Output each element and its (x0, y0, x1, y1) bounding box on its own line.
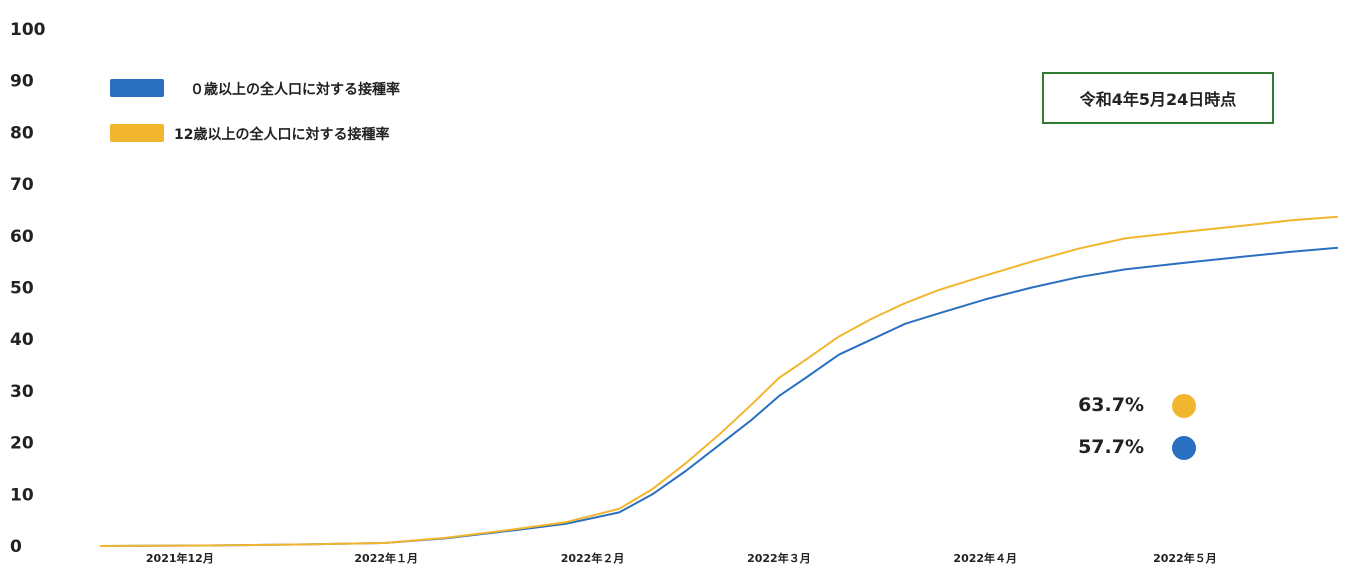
x-tick-label: 2022年１月 (354, 551, 418, 565)
legend-swatch-all (110, 79, 164, 97)
x-axis: 2021年12月 2022年１月 2022年２月 2022年３月 2022年４月 2022… (146, 551, 1217, 565)
y-tick-label: 60 (10, 227, 34, 247)
legend-label-12: 12歳以上の全人口に対する接種率 (174, 127, 390, 143)
series-line-all (99, 246, 1339, 547)
latest-dot-all (1172, 436, 1196, 460)
latest-value-12: 63.7% (1078, 394, 1144, 416)
y-tick-label: 90 (10, 72, 34, 92)
y-tick-label: 30 (10, 382, 34, 402)
y-tick-label: 20 (10, 434, 34, 454)
as-of-date-box: 令和4年5月24日時点 (1042, 72, 1274, 124)
y-tick-label: 80 (10, 123, 34, 143)
x-tick-label: 2022年３月 (747, 551, 811, 565)
y-tick-label: 0 (10, 537, 22, 557)
x-tick-label: 2022年２月 (561, 551, 625, 565)
legend-label-all: ０歳以上の全人口に対する接種率 (190, 82, 400, 98)
y-tick-label: 40 (10, 330, 34, 350)
latest-dot-12 (1172, 394, 1196, 418)
x-tick-label: 2022年５月 (1153, 551, 1217, 565)
y-tick-label: 50 (10, 279, 34, 299)
series-lines (99, 215, 1339, 547)
y-tick-label: 70 (10, 175, 34, 195)
y-axis: 0 10 20 30 40 50 60 70 80 90 100 (10, 20, 46, 557)
legend-swatch-12 (110, 124, 164, 142)
x-tick-label: 2022年４月 (953, 551, 1017, 565)
y-tick-label: 100 (10, 20, 46, 40)
series-line-12 (99, 215, 1339, 547)
y-tick-label: 10 (10, 485, 34, 505)
x-tick-label: 2021年12月 (146, 551, 214, 565)
latest-value-all: 57.7% (1078, 436, 1144, 458)
